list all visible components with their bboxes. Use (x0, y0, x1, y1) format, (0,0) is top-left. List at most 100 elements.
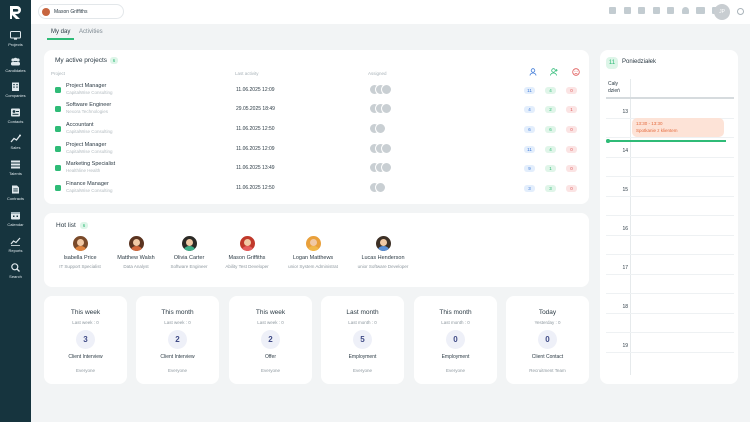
project-company: CapitalWise Consulting (66, 149, 113, 154)
stat-compare: Last month : 0 (441, 320, 470, 325)
avatar (181, 236, 197, 251)
sidebar-item-label: Reports (8, 248, 23, 253)
person-name: Logan Matthews (292, 255, 334, 261)
sidebar-item-contracts[interactable]: Contracts (0, 185, 31, 209)
stat-kind: Client Interview (68, 354, 103, 360)
person-name: Lucas Henderson (361, 255, 405, 261)
sidebar-item-companies[interactable]: Companies (0, 82, 31, 106)
sidebar: Projects Candidates Companies Contacts S… (0, 0, 31, 422)
sidebar-item-label: Contacts (7, 119, 24, 124)
hot-list-person[interactable]: Logan Matthews unior System Administrat (278, 236, 348, 269)
clipboard-icon[interactable] (624, 7, 631, 14)
calendar-hour-label: 16 (622, 226, 628, 232)
new-candidates-count: 6 (545, 126, 556, 133)
stat-kind: Employment (441, 354, 470, 360)
candidates-count: 11 (524, 146, 535, 153)
sidebar-item-label: Talents (9, 171, 22, 176)
gear-icon[interactable] (737, 8, 744, 15)
assigned-avatars (369, 143, 399, 154)
video-icon[interactable] (696, 7, 705, 14)
user-selector[interactable]: Mason Griffiths (38, 4, 124, 19)
stat-value: 2 (168, 330, 187, 349)
status-indicator (55, 185, 61, 191)
bell-icon[interactable] (682, 7, 689, 14)
stat-compare: Yesterday : 0 (534, 320, 561, 325)
table-row[interactable]: Finance Manager CapitalWise Consulting 1… (55, 181, 582, 199)
hourglass-icon[interactable] (653, 7, 660, 14)
sidebar-item-sales[interactable]: Sales (0, 134, 31, 158)
project-title[interactable]: Finance Manager (66, 181, 109, 187)
last-activity: 29.05.2025 18:49 (236, 106, 275, 112)
stat-value: 0 (446, 330, 465, 349)
person-add-icon (550, 68, 558, 76)
sidebar-item-search[interactable]: Search (0, 263, 31, 287)
last-activity: 11.06.2025 12:50 (236, 185, 275, 191)
sidebar-item-label: Companies (5, 93, 26, 98)
stat-card[interactable]: Last month Last month : 0 5 Employment E… (321, 296, 404, 384)
rejected-count: 1 (566, 106, 577, 113)
avatar (72, 236, 88, 251)
project-title[interactable]: Marketing Specialist (66, 161, 116, 167)
stat-card[interactable]: Today Yesterday : 0 0 Client Contact Rec… (506, 296, 589, 384)
calendar-time-grid[interactable] (606, 97, 734, 375)
new-candidates-count: 4 (545, 87, 556, 94)
hot-list-person[interactable]: Isabella Price IT Support Specialist (45, 236, 115, 269)
calendar-time-divider (630, 79, 631, 375)
table-row[interactable]: Software Engineer Nexora Technologies 29… (55, 102, 582, 120)
event-title: Spotkanie z klientem (636, 128, 678, 133)
calendar-hour-label: 13 (622, 109, 628, 115)
column-header-project: Project (51, 71, 66, 76)
new-candidates-count: 4 (545, 146, 556, 153)
person-role: Ability Test Developer (225, 264, 269, 269)
stat-card[interactable]: This month Last month : 0 0 Employment E… (414, 296, 497, 384)
hot-list-title: Hot list (56, 222, 76, 229)
project-title[interactable]: Accountant (66, 122, 94, 128)
hot-list-person[interactable]: Mason Griffiths Ability Test Developer (212, 236, 282, 269)
hot-list-person[interactable]: Matthew Walsh Data Analyst (101, 236, 171, 269)
hot-list-person[interactable]: Lucas Henderson unior Software Developer (348, 236, 418, 269)
stat-card[interactable]: This week Last week : 0 3 Client Intervi… (44, 296, 127, 384)
table-row[interactable]: Accountant CapitalWise Consulting 11.06.… (55, 122, 582, 140)
app-logo-icon[interactable] (8, 5, 23, 20)
user-avatar[interactable]: JP (714, 4, 730, 20)
sidebar-item-candidates[interactable]: Candidates (0, 57, 31, 81)
folder-icon[interactable] (638, 7, 645, 14)
sidebar-item-contacts[interactable]: Contacts (0, 108, 31, 132)
stat-scope: Everyone (445, 368, 465, 373)
table-row[interactable]: Marketing Specialist Healthline Health 1… (55, 161, 582, 179)
sidebar-item-calendar[interactable]: Calendar (0, 211, 31, 235)
contact-card-icon (11, 108, 20, 117)
calendar-hour-label: 15 (622, 187, 628, 193)
sidebar-item-label: Calendar (7, 222, 24, 227)
tab-activities[interactable]: Activities (79, 29, 103, 35)
calendar-event[interactable]: 13:30 - 13:30 Spotkanie z klientem (632, 118, 724, 137)
project-company: Nexora Technologies (66, 109, 108, 114)
rejected-count: 0 (566, 185, 577, 192)
assigned-avatars (369, 182, 399, 193)
tab-my-day[interactable]: My day (51, 29, 71, 35)
hot-list-person[interactable]: Olivia Carter Software Engineer (154, 236, 224, 269)
refresh-icon[interactable] (609, 7, 616, 14)
calendar-hour-label: 14 (622, 148, 628, 154)
project-title[interactable]: Software Engineer (66, 102, 112, 108)
stat-scope: Everyone (167, 368, 187, 373)
project-title[interactable]: Project Manager (66, 83, 107, 89)
rejected-count: 0 (566, 146, 577, 153)
building-icon (12, 82, 19, 91)
sidebar-item-talents[interactable]: Talents (0, 160, 31, 184)
rejected-count: 0 (566, 165, 577, 172)
new-candidates-count: 3 (545, 185, 556, 192)
stat-kind: Offer (264, 354, 277, 360)
project-title[interactable]: Project Manager (66, 142, 107, 148)
sidebar-item-projects[interactable]: Projects (0, 31, 31, 55)
last-activity: 11.06.2025 12:09 (236, 87, 275, 93)
person-name: Mason Griffiths (228, 255, 266, 261)
stat-period: This week (255, 309, 286, 316)
project-company: Healthline Health (66, 168, 101, 173)
stat-card[interactable]: This month Last week : 0 2 Client Interv… (136, 296, 219, 384)
table-row[interactable]: Project Manager CapitalWise Consulting 1… (55, 83, 582, 101)
inbox-icon[interactable] (667, 7, 674, 14)
table-row[interactable]: Project Manager CapitalWise Consulting 1… (55, 142, 582, 160)
sidebar-item-reports[interactable]: Reports (0, 237, 31, 261)
stat-card[interactable]: This week Last week : 0 2 Offer Everyone (229, 296, 312, 384)
